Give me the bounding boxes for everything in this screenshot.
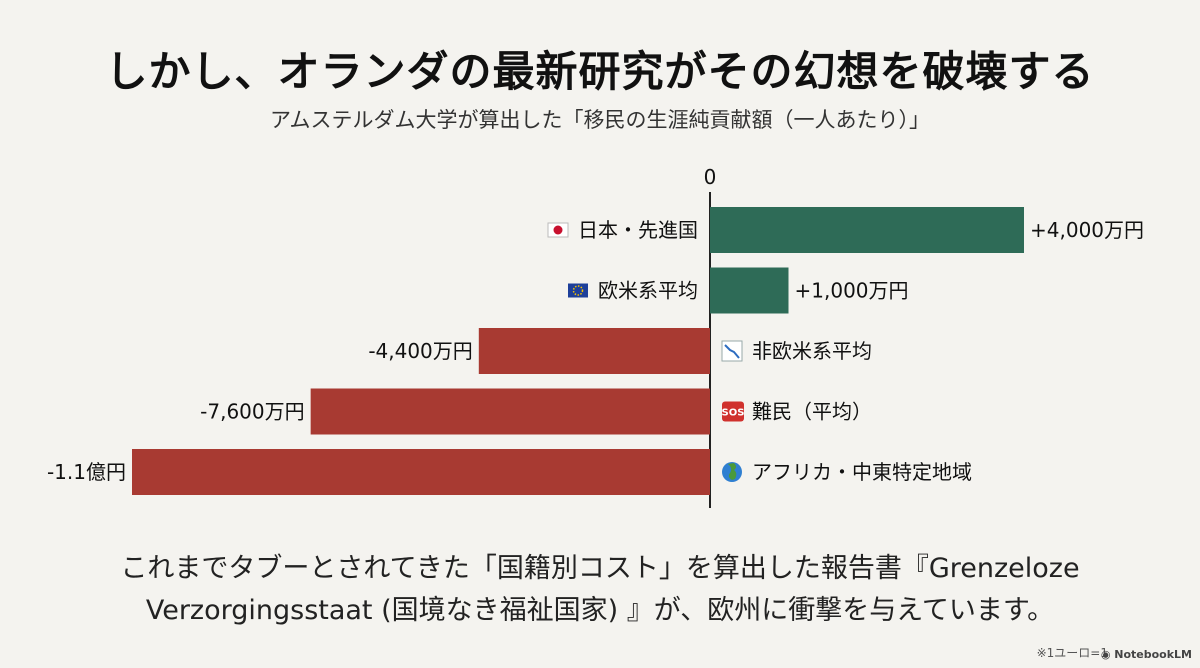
value-label-1: +1,000万円 <box>795 279 909 303</box>
icon-land <box>728 463 737 480</box>
bar-2 <box>478 328 710 374</box>
flag-stars <box>572 285 584 296</box>
bar-0 <box>710 207 1024 253</box>
bar-chart: 0 +4,000万円 日本・先進国 +1,000万円 欧米系平均 -4,400万円 非欧米系… <box>47 165 1144 508</box>
caption-line-1: これまでタブーとされてきた「国籍別コスト」を算出した報告書『Grenzeloze <box>120 553 1080 584</box>
flag-japan-icon <box>547 222 569 238</box>
value-label-3: -7,600万円 <box>200 400 304 424</box>
flag-eu-icon <box>568 283 588 298</box>
sos-icon: SOS <box>722 401 745 422</box>
zero-tick-label: 0 <box>704 165 717 189</box>
brand-label: ◉ NotebookLM <box>1100 648 1192 661</box>
flag-disc <box>553 225 563 235</box>
caption: これまでタブーとされてきた「国籍別コスト」を算出した報告書『Grenzeloze… <box>0 548 1200 632</box>
category-label-4: アフリカ・中東特定地域 <box>752 460 972 484</box>
bar-3 <box>310 388 710 435</box>
bar-4 <box>132 449 710 495</box>
globe-icon <box>722 462 742 482</box>
caption-line-2: Verzorgingsstaat (国境なき福祉国家) 』が、欧州に衝撃を与えて… <box>145 595 1055 626</box>
value-label-0: +4,000万円 <box>1030 218 1144 242</box>
icon-line <box>724 344 740 359</box>
category-label-0: 日本・先進国 <box>578 218 698 242</box>
page-subtitle: アムステルダム大学が算出した「移民の生涯純貢献額（一人あたり）」 <box>269 108 931 132</box>
icon-frame <box>722 401 744 422</box>
page-title: しかし、オランダの最新研究がその幻想を破壊する <box>105 47 1095 96</box>
notebook-icon: ◉ <box>1100 648 1115 661</box>
footnote: ※1ユーロ=1 <box>1036 646 1108 660</box>
category-label-1: 欧米系平均 <box>598 279 698 303</box>
value-label-2: -4,400万円 <box>368 339 472 363</box>
category-label-3: 難民（平均） <box>752 400 872 424</box>
bar-1 <box>710 267 789 314</box>
chart-down-icon <box>721 340 743 362</box>
value-label-4: -1.1億円 <box>47 460 126 484</box>
flag-field <box>568 283 588 298</box>
icon-glyph: SOS <box>722 408 745 419</box>
category-label-2: 非欧米系平均 <box>752 339 872 363</box>
